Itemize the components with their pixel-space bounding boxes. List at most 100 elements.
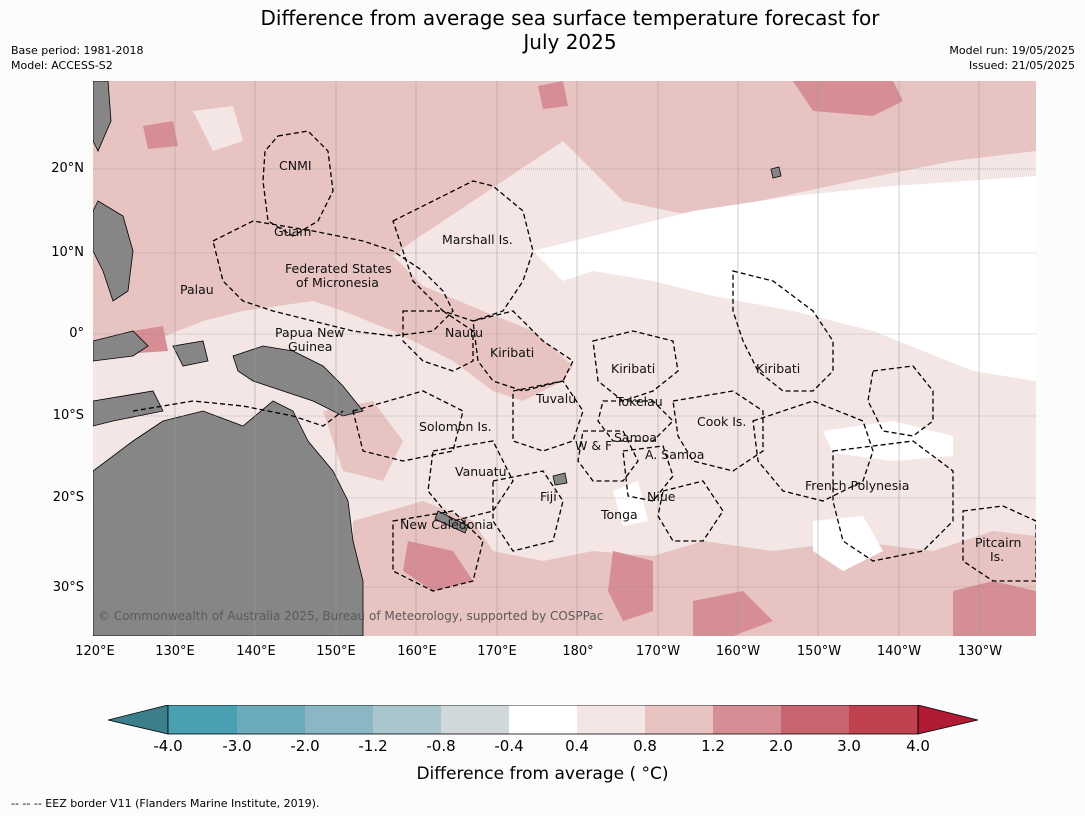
lon-label-120e: 120°E xyxy=(75,644,115,659)
colorbar-tick: 4.0 xyxy=(906,737,930,755)
neutral-zone-tonga xyxy=(613,481,648,526)
lat-label-0: 0° xyxy=(69,326,84,341)
label-png-line1: Papua New xyxy=(275,325,344,340)
base-period: Base period: 1981-2018 xyxy=(11,44,144,57)
label-niue: Niue xyxy=(647,489,676,504)
colorbar-bin xyxy=(441,705,509,734)
label-american-samoa: A. Samoa xyxy=(645,447,704,462)
neutral-zone-south-east xyxy=(813,516,883,571)
lon-label-170e: 170°E xyxy=(477,644,517,659)
colorbar-outline xyxy=(167,705,919,735)
hawaii-landmass xyxy=(770,166,782,179)
colorbar-tick: 0.8 xyxy=(633,737,657,755)
label-tonga: Tonga xyxy=(600,507,638,522)
colorbar-tick: 1.2 xyxy=(701,737,725,755)
lon-label-130e: 130°E xyxy=(155,644,195,659)
colorbar-tick: 2.0 xyxy=(769,737,793,755)
colorbar-bin xyxy=(168,705,237,734)
colorbar-bin xyxy=(373,705,441,734)
colorbar-tick: -2.0 xyxy=(290,737,320,755)
colorbar-tick: -0.4 xyxy=(494,737,524,755)
label-guam: Guam xyxy=(274,224,311,239)
label-png-line2: Guinea xyxy=(288,339,332,354)
label-solomon-islands: Solomon Is. xyxy=(419,419,492,434)
halmahera-landmass xyxy=(172,340,209,367)
label-palau: Palau xyxy=(180,282,214,297)
warm-patch-southeast xyxy=(953,581,1036,636)
label-wallis-futuna: W & F xyxy=(575,438,612,453)
taiwan-landmass xyxy=(93,81,112,152)
label-samoa: Samoa xyxy=(614,430,657,445)
fiji-landmass xyxy=(552,472,568,486)
colorbar xyxy=(108,705,978,735)
anomaly-zone-south-pacific xyxy=(353,501,1036,636)
label-fiji: Fiji xyxy=(540,489,557,504)
label-cnmi: CNMI xyxy=(279,158,312,173)
label-fsm-line1: Federated States xyxy=(285,261,392,276)
lon-label-160w: 160°W xyxy=(715,644,761,659)
map-title: Difference from average sea surface temp… xyxy=(0,6,1085,54)
colorbar-tick: 3.0 xyxy=(837,737,861,755)
lon-label-130w: 130°W xyxy=(957,644,1003,659)
lat-label-20s: 20°S xyxy=(52,490,84,505)
colorbar-bin xyxy=(781,705,849,734)
label-cook-islands: Cook Is. xyxy=(697,414,746,429)
colorbar-high-extension xyxy=(917,705,978,735)
anomaly-zone-western-pacific xyxy=(93,81,613,401)
label-vanuatu: Vanuatu xyxy=(455,464,507,479)
label-kiribati-east: Kiribati xyxy=(756,361,800,376)
lon-label-140w: 140°W xyxy=(876,644,922,659)
warm-patch-north xyxy=(538,81,568,109)
neutral-zone-northwest xyxy=(193,106,243,151)
colorbar-tick: -0.8 xyxy=(426,737,456,755)
label-fsm-line2: of Micronesia xyxy=(296,275,379,290)
label-tuvalu: Tuvalu xyxy=(535,391,576,406)
warm-patch-tasman xyxy=(403,541,473,591)
warm-patch-northeast xyxy=(793,81,903,116)
copyright-notice: © Commonwealth of Australia 2025, Bureau… xyxy=(98,609,604,623)
colorbar-bin xyxy=(509,705,577,734)
label-nauru: Nauru xyxy=(445,325,483,340)
colorbar-low-extension xyxy=(108,705,169,735)
lon-label-160e: 160°E xyxy=(397,644,437,659)
issued-date: Issued: 21/05/2025 xyxy=(968,59,1075,72)
lon-label-180: 180° xyxy=(562,644,594,659)
lat-label-10s: 10°S xyxy=(52,408,84,423)
model-run: Model run: 19/05/2025 xyxy=(949,44,1075,57)
place-labels: CNMI Guam Marshall Is. Federated States … xyxy=(180,158,1021,564)
colorbar-tick: -4.0 xyxy=(153,737,183,755)
australia-landmass xyxy=(93,400,364,636)
colorbar-bin xyxy=(305,705,373,734)
anomaly-zone-north-pacific xyxy=(563,81,1036,216)
lon-label-150w: 150°W xyxy=(796,644,842,659)
sst-anomaly-map: CNMI Guam Marshall Is. Federated States … xyxy=(93,81,1036,636)
label-new-caledonia: New Caledonia xyxy=(400,517,493,532)
lat-label-20n: 20°N xyxy=(51,161,84,176)
eez-borders xyxy=(132,130,1036,592)
sulawesi-landmass xyxy=(93,330,149,362)
warm-patch-south xyxy=(693,591,773,636)
lon-label-150e: 150°E xyxy=(316,644,356,659)
colorbar-tick: -3.0 xyxy=(222,737,252,755)
neutral-zone-south-central xyxy=(823,421,953,461)
warm-patch-south-central xyxy=(608,551,653,621)
meta-left: Base period: 1981-2018 Model: ACCESS-S2 xyxy=(11,43,143,73)
meta-right: Model run: 19/05/2025 Issued: 21/05/2025 xyxy=(949,43,1075,73)
lon-label-140e: 140°E xyxy=(236,644,276,659)
label-pitcairn-line1: Pitcairn xyxy=(975,535,1021,550)
new-caledonia-landmass xyxy=(434,510,469,534)
label-kiribati-central: Kiribati xyxy=(611,361,655,376)
label-marshall-islands: Marshall Is. xyxy=(442,232,513,247)
colorbar-bin xyxy=(577,705,645,734)
label-tokelau: Tokelau xyxy=(615,394,663,409)
colorbar-bin xyxy=(849,705,918,734)
title-line-2: July 2025 xyxy=(523,30,617,54)
lat-label-10n: 10°N xyxy=(51,245,84,260)
warm-patch-northwest xyxy=(143,121,178,149)
label-pitcairn-line2: Is. xyxy=(990,549,1004,564)
lon-label-170w: 170°W xyxy=(635,644,681,659)
colorbar-bin xyxy=(645,705,713,734)
longitude-gridlines xyxy=(174,81,980,636)
label-french-polynesia: French Polynesia xyxy=(805,478,909,493)
colorbar-tick: 0.4 xyxy=(565,737,589,755)
